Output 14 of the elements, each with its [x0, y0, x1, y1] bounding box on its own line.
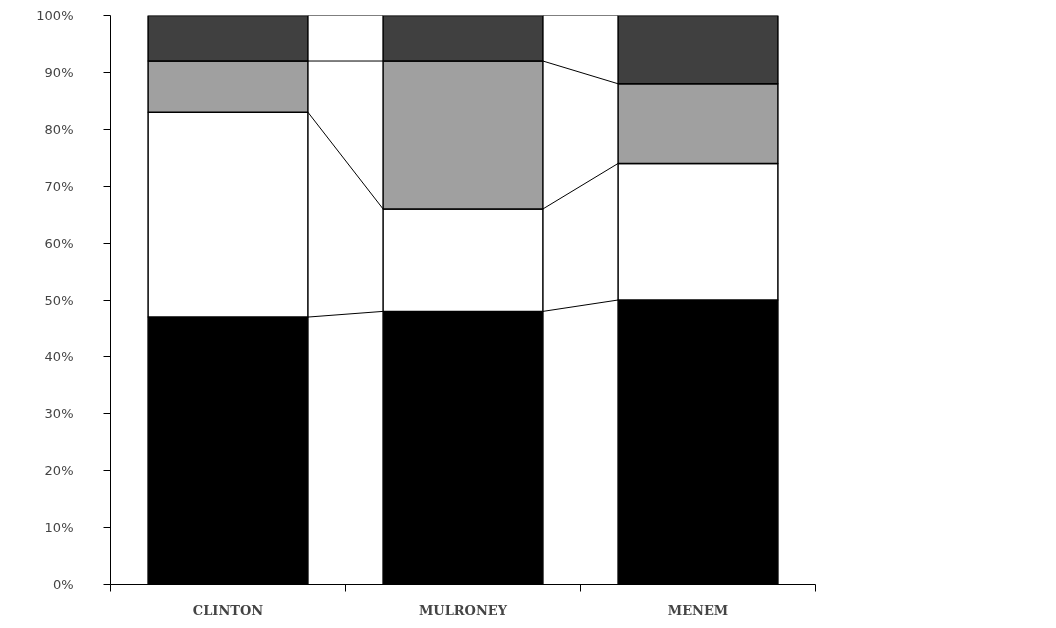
y-tick-label: 10%: [44, 520, 74, 536]
x-tick-label: MENEM: [667, 602, 729, 618]
y-tick-label: 50%: [44, 292, 74, 308]
y-tick-label: 30%: [44, 406, 74, 422]
y-tick-label: 0%: [52, 577, 74, 592]
y-tick-label: 60%: [44, 235, 74, 251]
y-tick-label: 100%: [36, 8, 74, 23]
y-tick-label: 70%: [44, 178, 74, 194]
x-tick-label: CLINTON: [192, 602, 264, 618]
y-tick-label: 40%: [44, 349, 74, 365]
y-tick-label: 20%: [44, 463, 74, 479]
y-tick-label: 90%: [44, 64, 74, 80]
x-tick-label: MULRONEY: [418, 602, 508, 618]
y-tick-label: 80%: [44, 121, 74, 137]
